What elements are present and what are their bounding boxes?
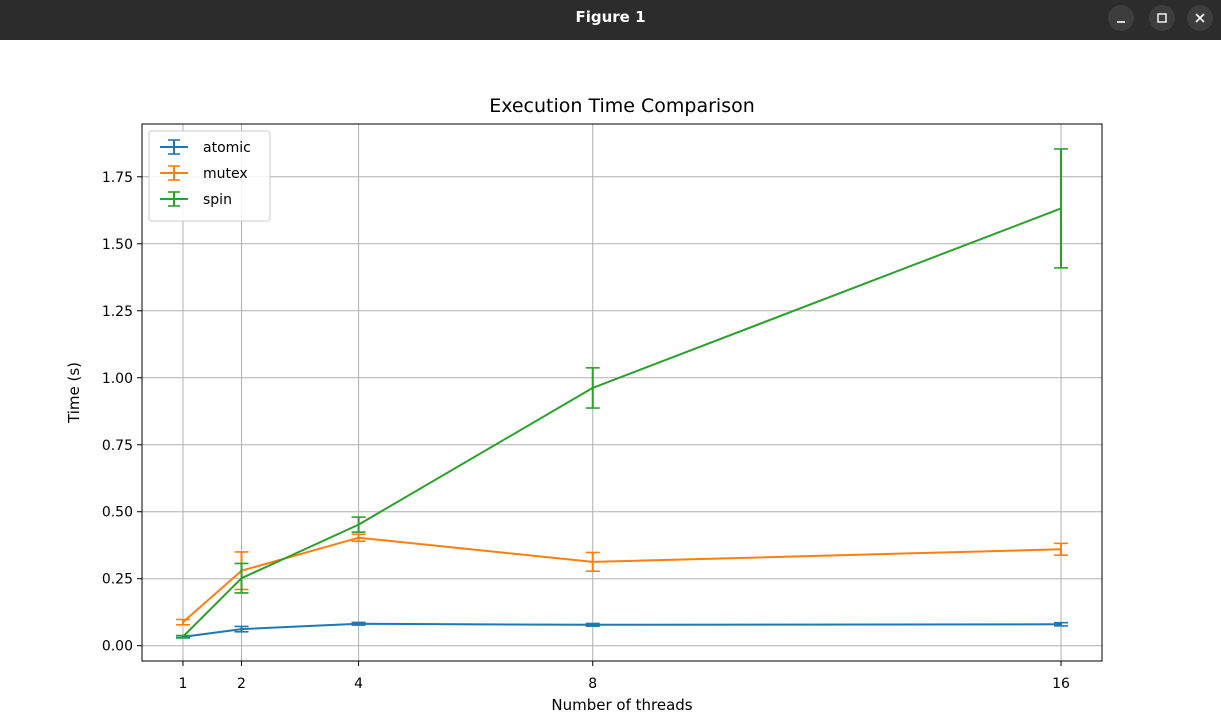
series-layer: [175, 148, 1069, 639]
y-tick-label: 0.00: [102, 639, 133, 655]
x-tick-label: 16: [1052, 676, 1070, 692]
legend-label-atomic: atomic: [203, 140, 251, 156]
legend: atomic mutex spin: [148, 130, 271, 222]
axes-frame: [141, 123, 1103, 662]
y-tick-label: 1.75: [102, 170, 133, 186]
series-line-atomic: [182, 622, 1062, 638]
y-tick-label: 1.00: [102, 371, 133, 387]
x-axis-label: Number of threads: [551, 696, 692, 714]
series-spin: [175, 148, 1069, 639]
x-tick-label: 8: [588, 676, 597, 692]
minimize-icon: [1117, 21, 1125, 23]
ticks: 1 2 4 8 16 0.00 0.25 0.50 0.75 1.00 1.25 1.50 1.75: [102, 170, 1070, 692]
x-tick-label: 2: [237, 676, 246, 692]
chart-title: Execution Time Comparison: [489, 95, 755, 117]
maximize-button[interactable]: [1149, 5, 1175, 31]
y-tick-label: 0.25: [102, 572, 133, 588]
grid: [142, 124, 1102, 661]
x-tick-label: 4: [354, 676, 363, 692]
close-icon: [1195, 13, 1205, 23]
series-line-mutex: [182, 536, 1062, 623]
y-tick-label: 0.50: [102, 505, 133, 521]
figure-canvas: 1 2 4 8 16 0.00 0.25 0.50 0.75 1.00 1.25 1.50 1.75 E…: [65, 95, 1103, 714]
series-atomic: [175, 621, 1069, 639]
y-axis-label: Time (s): [65, 362, 83, 424]
y-tick-label: 0.75: [102, 438, 133, 454]
legend-label-mutex: mutex: [203, 166, 248, 182]
window-title: Figure 1: [575, 8, 646, 26]
y-tick-label: 1.25: [102, 304, 133, 320]
x-tick-label: 1: [179, 676, 188, 692]
legend-label-spin: spin: [203, 192, 232, 208]
maximize-icon: [1157, 13, 1167, 23]
series-mutex: [175, 533, 1069, 626]
close-button[interactable]: [1187, 5, 1213, 31]
y-tick-label: 1.50: [102, 237, 133, 253]
series-line-spin: [182, 207, 1062, 638]
window-titlebar: Figure 1: [0, 0, 1221, 40]
minimize-button[interactable]: [1108, 5, 1134, 31]
